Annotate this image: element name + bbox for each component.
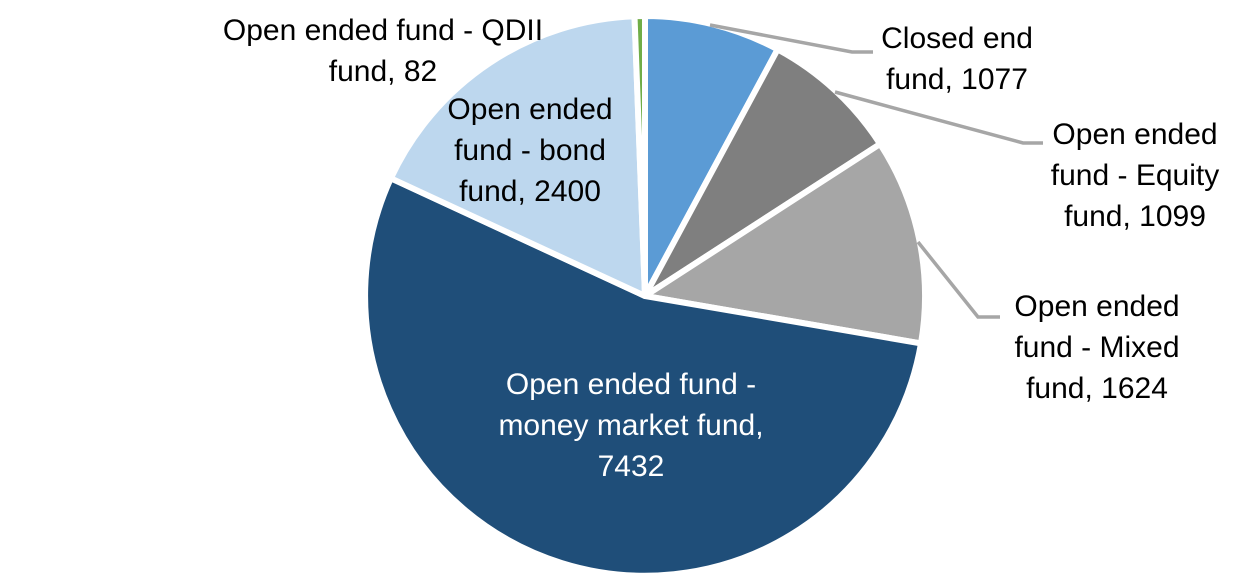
data-label-line: Closed end [881,22,1033,55]
data-label-closed-end-fund: Closed end fund, 1077 [881,18,1033,100]
data-label-line: fund, 1099 [1064,200,1206,233]
data-label-line: Open ended [1052,118,1218,151]
data-label-line: fund, 1077 [886,63,1028,96]
data-label-line: fund - Mixed [1014,331,1180,364]
pie-slices [362,13,928,579]
data-label-line: fund, 2400 [459,175,601,208]
pie-slice-open-ended-fund-bond-fund [387,13,648,299]
pie-slice-open-ended-fund-money-market-fund [362,175,924,579]
data-label-qdii-fund: Open ended fund - QDII fund, 82 [223,10,543,92]
data-label-line: money market fund, [498,409,764,442]
data-label-line: Open ended [1014,290,1180,323]
data-label-bond-fund: Open ended fund - bond fund, 2400 [447,89,612,212]
pie-slice-open-ended-fund-mixed-fund [642,141,928,347]
data-label-line: fund - bond [454,134,606,167]
leader-lines [709,23,1043,319]
data-label-mixed-fund: Open ended fund - Mixed fund, 1624 [1014,286,1179,409]
data-label-line: fund, 1624 [1026,372,1168,405]
pie-slice-open-ended-fund-equity-fund [642,46,884,299]
data-label-line: Open ended fund - QDII [222,14,544,47]
data-label-line: 7432 [597,450,665,483]
data-label-line: fund, 82 [328,55,438,88]
leader-line-mixed-fund [916,240,1000,319]
leader-line-equity-fund [834,90,1043,145]
leader-line-closed-end-fund [709,23,873,54]
data-label-money-market-fund: Open ended fund - money market fund, 743… [498,364,763,487]
data-label-equity-fund: Open ended fund - Equity fund, 1099 [1051,114,1219,237]
data-label-line: fund - Equity [1050,159,1220,192]
data-label-line: Open ended [447,93,613,126]
data-label-line: Open ended fund - [505,368,757,401]
pie-slice-open-ended-fund-qdii-fund [631,13,648,299]
